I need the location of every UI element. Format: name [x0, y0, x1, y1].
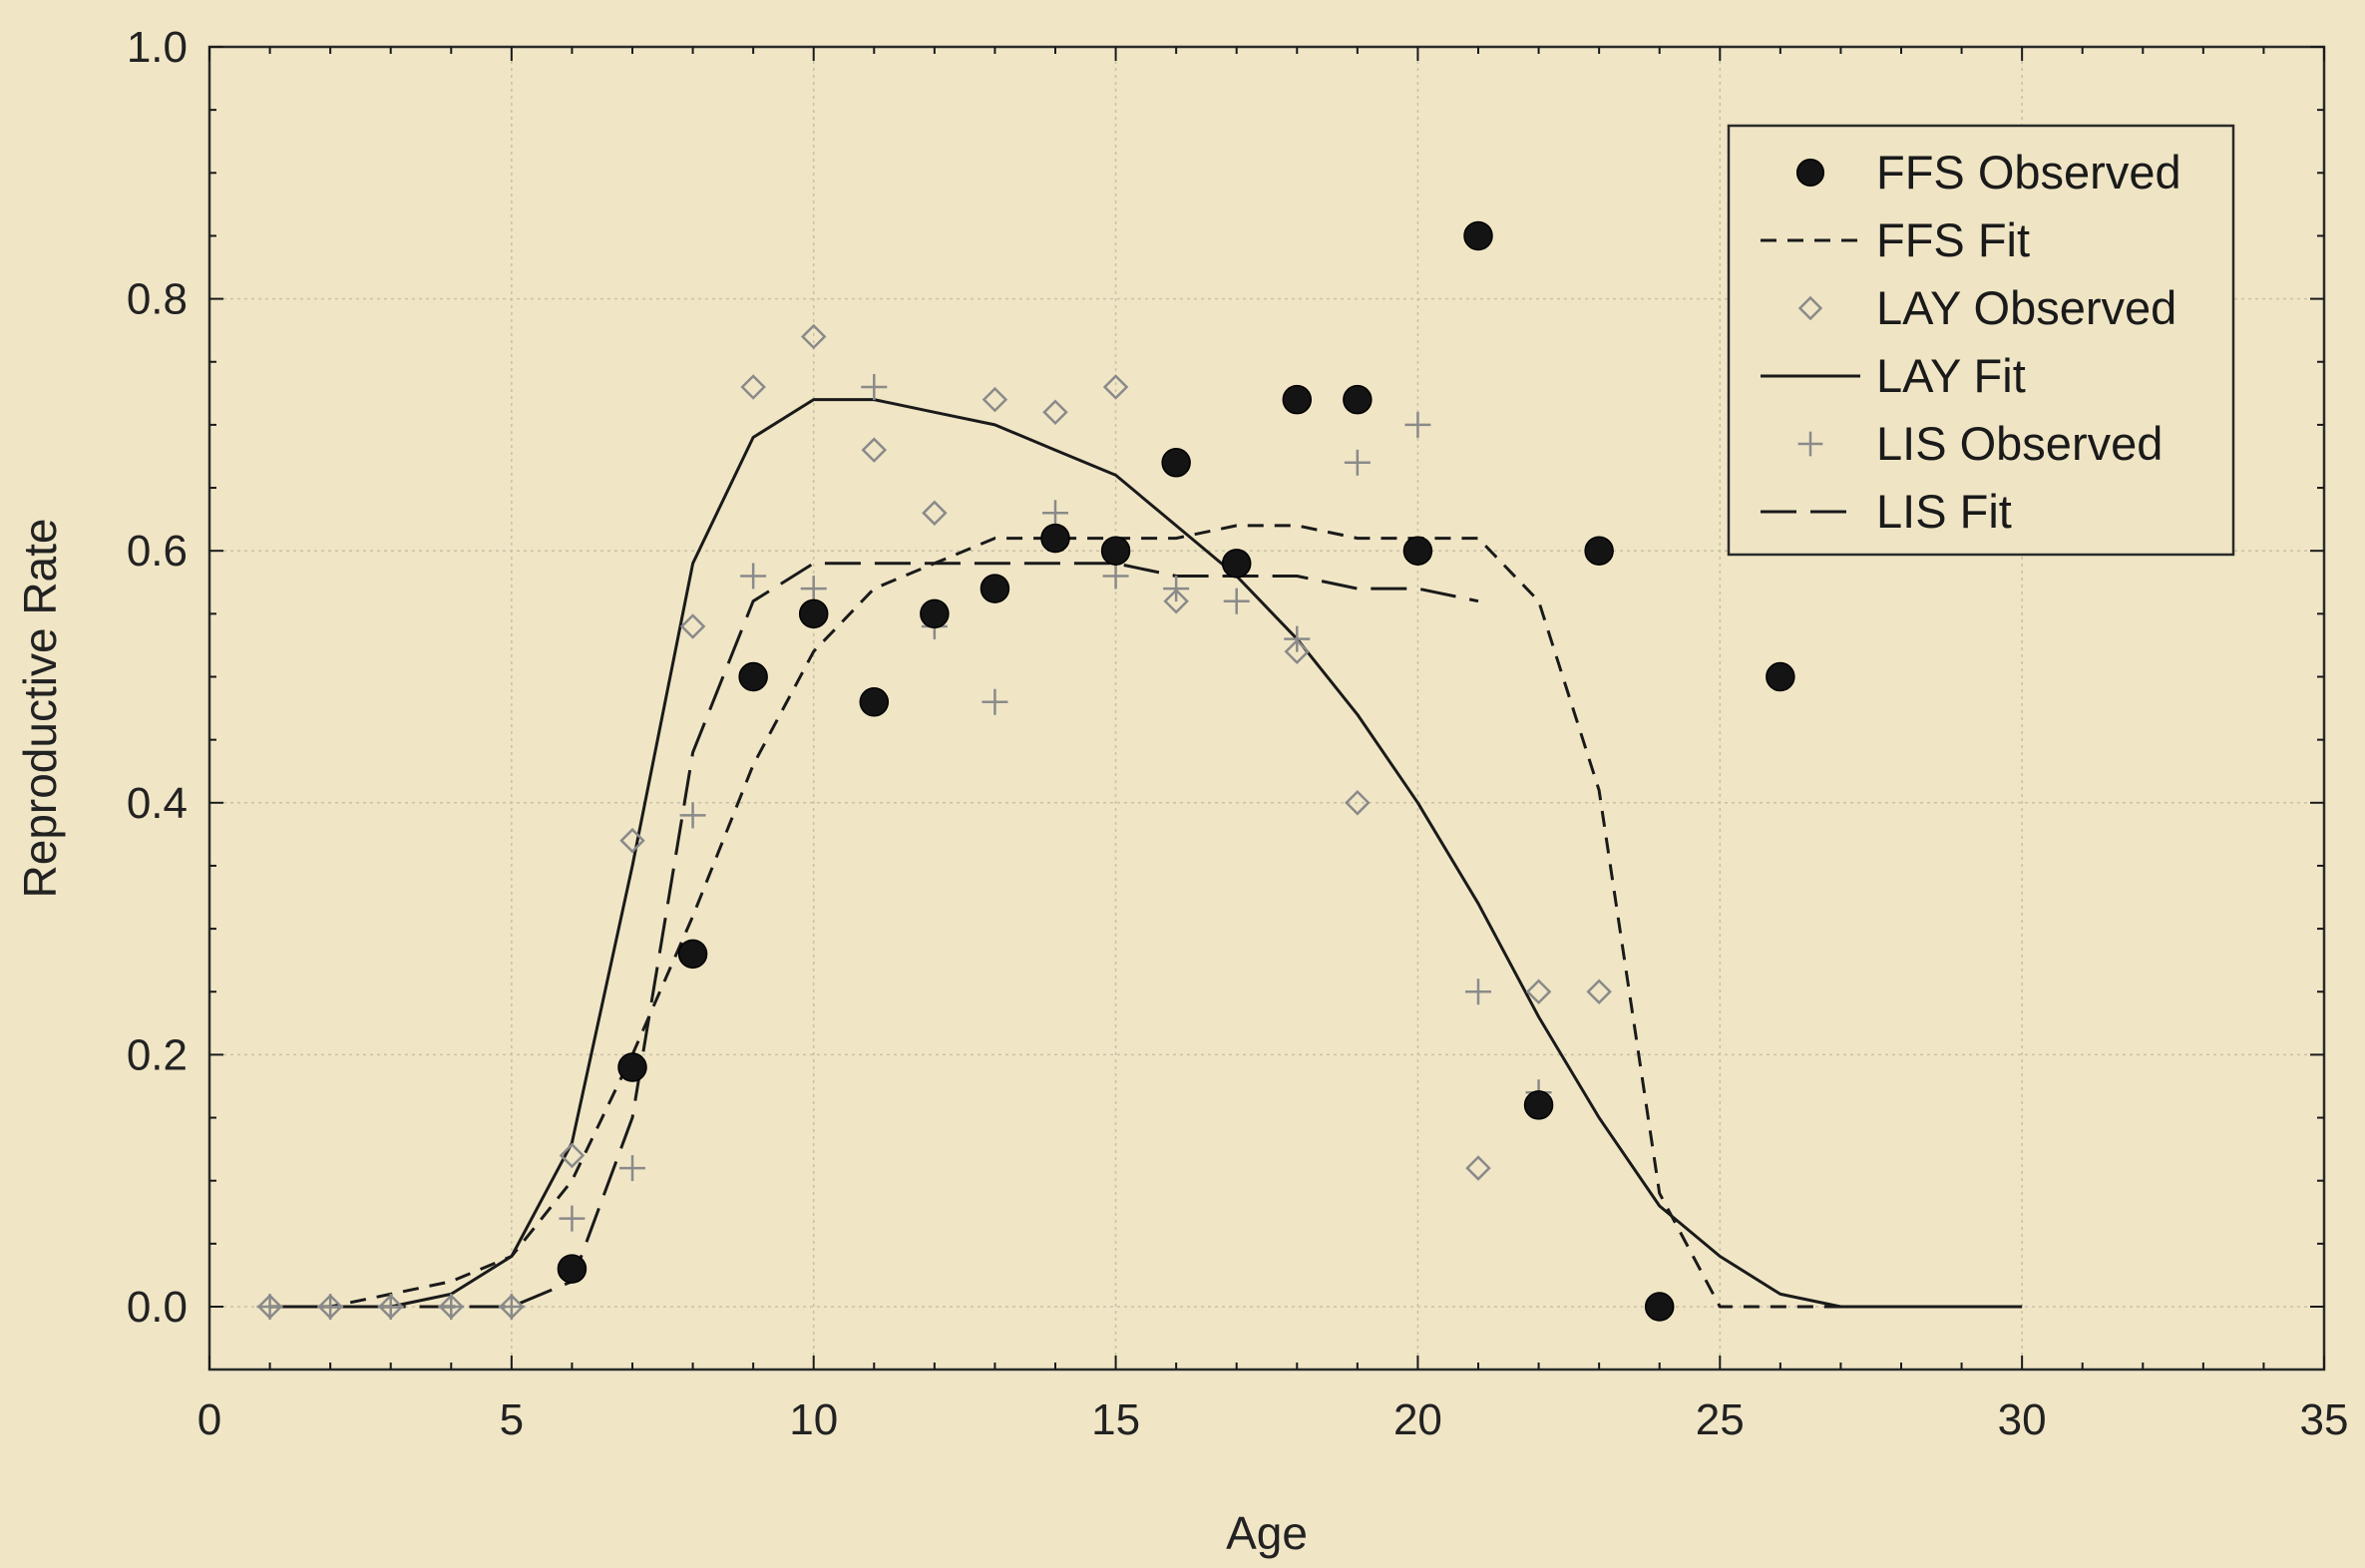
x-axis-title: Age	[1226, 1507, 1308, 1559]
lis-observed-point	[1042, 500, 1068, 527]
x-tick-label: 0	[197, 1395, 221, 1444]
ffs-observed-point	[1282, 384, 1313, 415]
y-tick-label: 1.0	[127, 23, 188, 72]
lis-observed-point	[1102, 563, 1129, 589]
ffs-observed-point	[1100, 536, 1131, 566]
ffs-observed-point	[617, 1052, 647, 1082]
legend-box	[1727, 124, 2235, 557]
ffs-observed-point	[980, 574, 1010, 603]
y-tick-label: 0.2	[127, 1030, 188, 1079]
ffs-observed-point	[738, 661, 768, 692]
axis-ticks	[208, 46, 2325, 1370]
x-axis-tick-labels: 0 5 10 15 20 25 30 35	[197, 1395, 2349, 1444]
lay-observed-point	[1163, 588, 1189, 614]
legend-label-lis-observed: LIS Observed	[1876, 417, 2163, 470]
lis-observed-point	[317, 1294, 344, 1320]
plot-area-frame	[207, 45, 2326, 1372]
ffs-observed-point	[920, 598, 950, 629]
lay-observed-point	[982, 386, 1008, 413]
y-tick-label: 0.6	[127, 527, 188, 576]
y-tick-label: 0.8	[127, 275, 188, 324]
ffs-fit-line	[269, 524, 2023, 1309]
lis-observed-point	[619, 1155, 645, 1182]
lay-observed-point	[1525, 979, 1552, 1005]
lis-observed-point	[559, 1205, 586, 1232]
lay-observed-point	[1465, 1155, 1491, 1181]
lis-observed-point	[679, 802, 706, 829]
legend: FFS Observed FFS Fit LAY Observed LAY Fit LI…	[1727, 124, 2235, 557]
legend-label-lay-fit: LAY Fit	[1876, 349, 2026, 402]
lay-observed-point	[740, 374, 766, 400]
lis-observed-point	[1284, 625, 1311, 652]
lis-observed-point	[1163, 576, 1190, 602]
legend-swatch-lis-observed	[1797, 431, 1823, 457]
lis-observed-point	[498, 1294, 525, 1320]
lay-observed-point	[619, 827, 645, 854]
ffs-observed-point	[798, 598, 829, 629]
x-tick-label: 5	[500, 1395, 524, 1444]
fit-lines	[269, 398, 2023, 1309]
x-tick-label: 15	[1091, 1395, 1140, 1444]
ffs-observed-point	[1766, 661, 1795, 692]
lis-observed-point	[982, 688, 1008, 715]
lay-observed-point	[559, 1142, 586, 1169]
lis-fit-line	[269, 562, 1479, 1309]
ffs-observed-point	[677, 939, 708, 970]
x-tick-label: 30	[1998, 1395, 2047, 1444]
legend-swatch-ffs-observed	[1795, 158, 1825, 188]
lay-observed-point	[1042, 399, 1068, 426]
lay-observed-point	[1586, 979, 1612, 1005]
lis-observed-point	[1465, 979, 1491, 1005]
ffs-observed-point	[1040, 523, 1070, 554]
lay-fit-line	[269, 398, 2023, 1309]
lis-observed-point	[1404, 411, 1431, 438]
ffs-observed-point	[1523, 1090, 1554, 1120]
ffs-observed-point	[1584, 536, 1614, 566]
y-axis-title: Reproductive Rate	[14, 519, 66, 899]
lis-observed-point	[800, 576, 827, 602]
lay-observed-point	[1102, 374, 1129, 400]
ffs-observed-point	[1463, 220, 1493, 251]
lis-observed-point	[1223, 588, 1250, 614]
legend-label-ffs-observed: FFS Observed	[1876, 146, 2181, 198]
ffs-observed-point	[1221, 549, 1252, 579]
lay-observed-point	[1284, 638, 1311, 665]
legend-label-lis-fit: LIS Fit	[1876, 485, 2012, 538]
ffs-observed-point	[1161, 448, 1191, 478]
legend-swatch-lay-observed	[1797, 295, 1823, 321]
lis-observed-point	[740, 563, 767, 589]
ffs-observed-point	[1402, 536, 1433, 566]
y-tick-label: 0.0	[127, 1283, 188, 1332]
y-tick-label: 0.4	[127, 779, 188, 828]
lis-observed-point	[861, 374, 888, 401]
lis-observed-point	[438, 1294, 465, 1320]
ffs-observed-point	[1343, 384, 1373, 415]
ffs-observed-point	[557, 1254, 588, 1284]
lay-observed-point	[922, 500, 948, 527]
x-tick-label: 10	[789, 1395, 838, 1444]
ffs-observed-point	[1644, 1292, 1675, 1322]
x-tick-label: 35	[2300, 1395, 2349, 1444]
observed-points	[256, 220, 1795, 1322]
lay-observed-point	[1345, 790, 1371, 816]
legend-label-ffs-fit: FFS Fit	[1876, 213, 2030, 266]
lis-observed-point	[256, 1294, 283, 1320]
lis-observed-point	[377, 1294, 404, 1320]
lay-observed-point	[861, 437, 888, 463]
lis-observed-point	[1344, 449, 1371, 476]
lay-observed-point	[800, 323, 827, 350]
x-tick-label: 20	[1393, 1395, 1442, 1444]
lay-observed-point	[679, 613, 706, 639]
y-axis-tick-labels: 0.0 0.2 0.4 0.6 0.8 1.0	[127, 23, 188, 1332]
x-tick-label: 25	[1696, 1395, 1745, 1444]
ffs-observed-point	[859, 687, 890, 717]
legend-label-lay-observed: LAY Observed	[1876, 281, 2176, 334]
